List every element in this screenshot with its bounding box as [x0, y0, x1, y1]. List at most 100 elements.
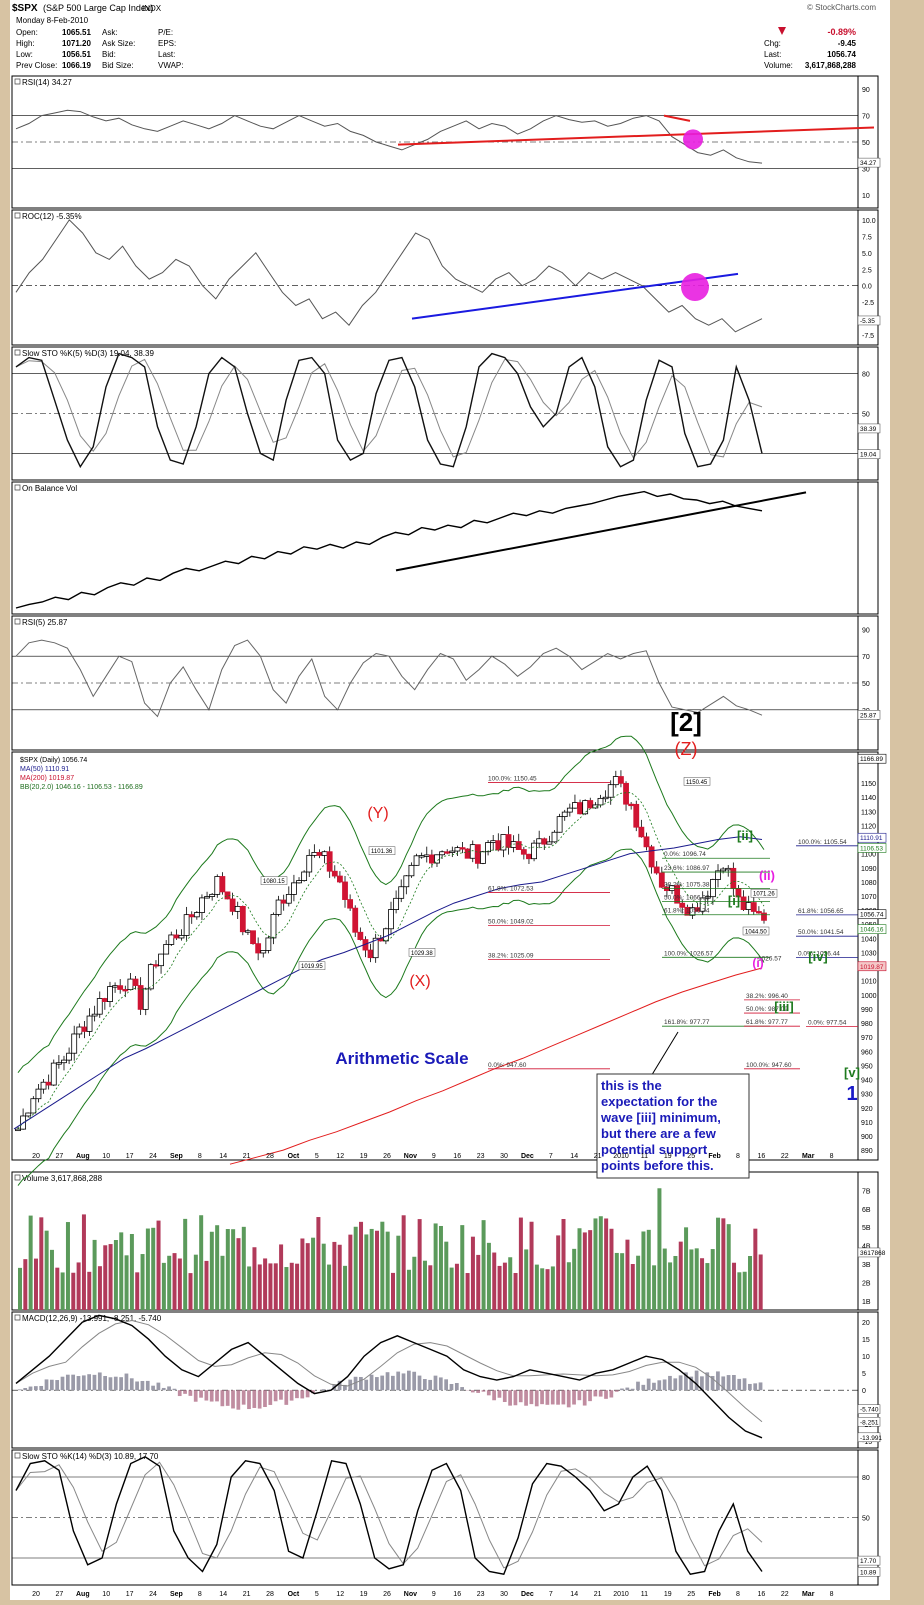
x-axis-label: 19	[360, 1591, 368, 1598]
volume-bar	[572, 1249, 576, 1310]
axis-tick-label: 50	[862, 412, 870, 419]
volume-bar	[524, 1249, 528, 1310]
macd-histogram-bar	[519, 1390, 523, 1402]
x-axis-label: 9	[432, 1153, 436, 1160]
x-axis-label: Dec	[521, 1153, 534, 1160]
volume-bar	[588, 1230, 592, 1310]
macd-histogram-bar	[66, 1375, 70, 1391]
rsi14-last-tag: 34.27	[860, 160, 877, 167]
macd-histogram-bar	[578, 1390, 582, 1400]
candle-up	[179, 935, 184, 938]
volume-bar	[546, 1269, 550, 1310]
volume-bar	[189, 1273, 193, 1310]
candle-up	[424, 855, 429, 857]
macd-histogram-bar	[636, 1382, 640, 1391]
wave-label-one: 1	[846, 1083, 857, 1105]
volume-bar	[530, 1222, 534, 1310]
volume-bar	[247, 1266, 251, 1310]
callout-line: wave [iii] minimum,	[600, 1110, 721, 1125]
macd-histogram-bar	[252, 1390, 256, 1408]
volume-bar	[631, 1264, 635, 1310]
x-axis-label: Mar	[802, 1153, 815, 1160]
price-axis-label: 1130	[861, 809, 876, 816]
volume-bar	[178, 1259, 182, 1311]
volume-bar	[753, 1229, 757, 1310]
x-axis-label: 11	[641, 1591, 648, 1598]
macd-histogram-bar	[34, 1386, 38, 1390]
candle-up	[394, 898, 399, 909]
x-axis-label: 26	[383, 1591, 391, 1598]
macd-histogram-bar	[625, 1388, 629, 1391]
macd-histogram-bar	[322, 1389, 326, 1390]
candle-down	[465, 849, 470, 858]
candle-up	[501, 835, 506, 850]
volume-bar	[157, 1221, 161, 1310]
volume-bar	[316, 1217, 320, 1310]
wave-label-wave2: [2]	[670, 707, 702, 737]
volume-bar	[679, 1242, 683, 1310]
candle-down	[588, 801, 593, 808]
volume-bar	[721, 1218, 725, 1310]
x-axis-label: 12	[336, 1591, 344, 1598]
candle-up	[87, 1016, 92, 1031]
candle-down	[429, 855, 434, 863]
volume-bar	[609, 1229, 613, 1310]
macd-histogram-bar	[514, 1390, 518, 1405]
volume-bar	[135, 1272, 139, 1310]
x-axis-label: 20	[32, 1153, 40, 1160]
volume-last-tag: 3617868	[860, 1250, 886, 1257]
volume-bar	[615, 1253, 619, 1310]
macd-histogram-bar	[135, 1381, 139, 1390]
candle-up	[414, 856, 419, 866]
price-tag: 1019.95	[301, 964, 323, 970]
candle-up	[613, 777, 618, 785]
volume-bar	[61, 1272, 65, 1310]
axis-tick-label: 50	[862, 1516, 870, 1523]
candle-up	[72, 1034, 77, 1053]
volume-bar	[231, 1229, 235, 1310]
volume-bar	[162, 1263, 166, 1310]
volume-bar	[466, 1273, 470, 1310]
candle-up	[245, 931, 250, 933]
volume-bar	[684, 1227, 688, 1310]
macd-histogram-bar	[663, 1379, 667, 1390]
candle-down	[240, 906, 245, 931]
price-axis-label: 1080	[861, 880, 877, 887]
macd-histogram-bar	[77, 1376, 81, 1390]
axis-tick-label: -7.5	[862, 333, 874, 340]
candle-up	[726, 868, 731, 870]
axis-tick-label: 7B	[862, 1188, 871, 1195]
volume-bar	[29, 1216, 33, 1310]
hdr-quote-value: 1056.74	[827, 50, 856, 59]
x-axis-label: Dec	[521, 1591, 534, 1598]
volume-bar	[487, 1243, 491, 1310]
candle-up	[128, 979, 133, 990]
axis-tick-label: 10	[862, 193, 870, 200]
x-axis-label: 19	[664, 1153, 672, 1160]
macd-histogram-bar	[476, 1390, 480, 1393]
macd-histogram-bar	[279, 1390, 283, 1399]
macd-histogram-bar	[535, 1390, 539, 1406]
macd-histogram-bar	[748, 1384, 752, 1390]
hdr-label: Last:	[764, 50, 781, 59]
candle-down	[756, 911, 761, 913]
axis-tick-label: 80	[862, 1475, 870, 1482]
volume-bar	[343, 1266, 347, 1310]
volume-bar	[332, 1242, 336, 1310]
fib-label-mid: 100.0%: 1026.57	[664, 950, 714, 957]
candle-up	[434, 855, 439, 863]
price-tag: 1080.15	[263, 879, 285, 885]
price-right-tag: 1110.91	[860, 835, 883, 842]
candle-up	[271, 914, 276, 938]
volume-bar	[711, 1249, 715, 1310]
candle-up	[164, 944, 169, 954]
volume-bar	[508, 1257, 512, 1310]
candle-down	[618, 777, 623, 784]
candle-down	[251, 931, 256, 944]
macd-histogram-bar	[759, 1382, 763, 1390]
x-axis-label: Sep	[170, 1591, 183, 1598]
fib-label-left: 100.0%: 1150.45	[488, 775, 537, 782]
price-axis-label: 960	[861, 1049, 873, 1056]
volume-bar	[444, 1242, 448, 1310]
macd-histogram-bar	[753, 1383, 757, 1390]
